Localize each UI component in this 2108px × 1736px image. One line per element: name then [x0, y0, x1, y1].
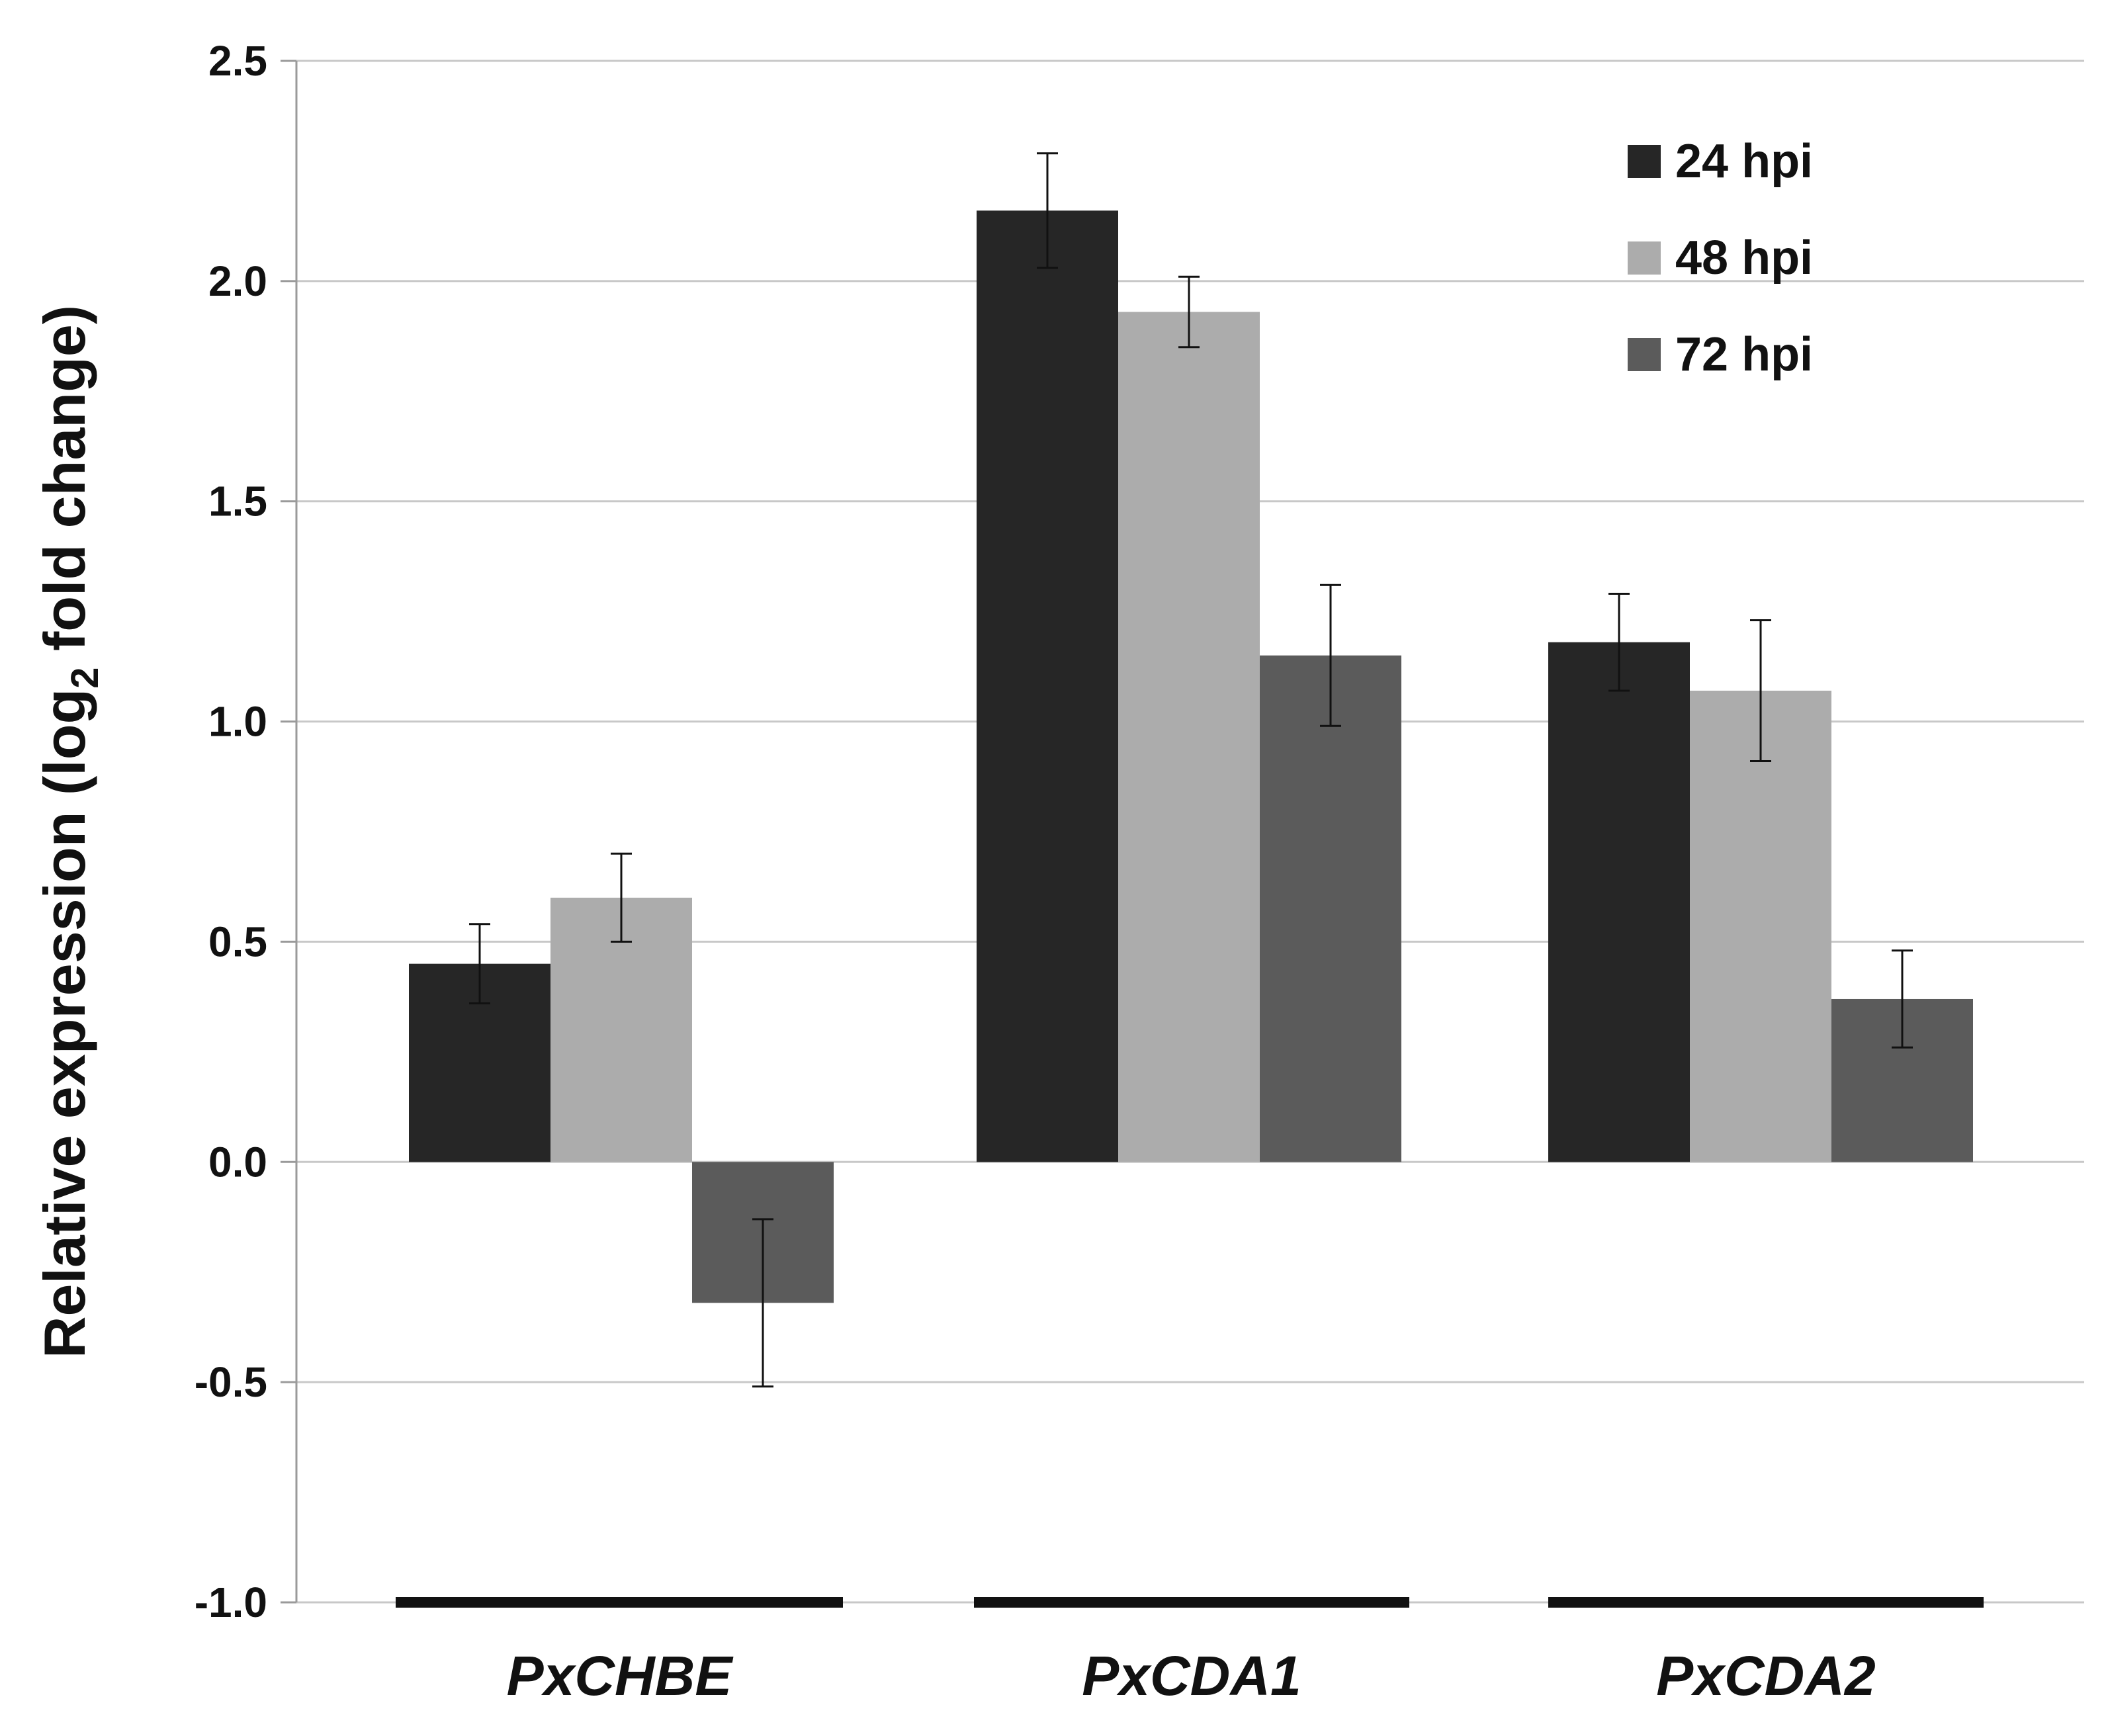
y-tick-label: 1.5	[208, 478, 267, 525]
category-label-PxCDA2: PxCDA2	[1656, 1645, 1875, 1707]
bar-48-hpi-PxCDA2	[1690, 690, 1831, 1162]
legend-swatch	[1628, 241, 1661, 275]
bar-24-hpi-PxCDA1	[977, 210, 1118, 1162]
y-tick-label: -0.5	[195, 1358, 267, 1406]
y-tick-label: -1.0	[195, 1579, 267, 1626]
y-axis-title-rest: fold change)	[32, 305, 97, 668]
bar-24-hpi-PxCDA2	[1548, 642, 1690, 1162]
legend-swatch	[1628, 338, 1661, 371]
legend-label: 72 hpi	[1675, 328, 1813, 381]
y-axis-title-main: Relative expression (log	[32, 689, 97, 1358]
bar-72-hpi-PxCDA1	[1260, 655, 1401, 1162]
y-tick-label: 0.5	[208, 918, 267, 965]
y-tick-label: 2.5	[208, 37, 267, 85]
legend: 24 hpi 48 hpi 72 hpi	[1628, 135, 1813, 381]
category-label-PxCHBE: PxCHBE	[507, 1645, 734, 1707]
category-label-PxCDA1: PxCDA1	[1082, 1645, 1301, 1707]
legend-label: 24 hpi	[1675, 135, 1813, 188]
x-axis: PxCHBE PxCDA1 PxCDA2	[396, 1597, 1984, 1707]
legend-swatch	[1628, 145, 1661, 178]
y-axis-title: Relative expression (log2 fold change)	[32, 305, 107, 1358]
y-tick-label: 2.0	[208, 257, 267, 305]
axis-titles: Relative expression (log2 fold change)	[32, 305, 107, 1358]
legend-label: 48 hpi	[1675, 232, 1813, 284]
y-tick-label: 1.0	[208, 698, 267, 746]
y-axis: -1.0 -0.5 0.0 0.5 1.0 1.5 2.0 2.5	[195, 37, 298, 1626]
y-axis-title-subscript: 2	[64, 667, 107, 688]
bars	[409, 210, 1973, 1303]
y-tick-label: 0.0	[208, 1138, 267, 1186]
bar-48-hpi-PxCDA1	[1118, 312, 1260, 1162]
error-bars	[469, 152, 1913, 1388]
